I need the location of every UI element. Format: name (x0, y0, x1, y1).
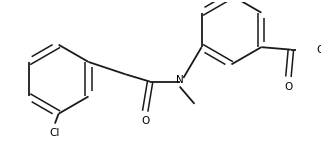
Text: OH: OH (317, 45, 321, 55)
Text: Cl: Cl (50, 129, 60, 138)
Text: O: O (141, 116, 149, 126)
Text: O: O (284, 82, 292, 92)
Text: N: N (176, 76, 184, 85)
